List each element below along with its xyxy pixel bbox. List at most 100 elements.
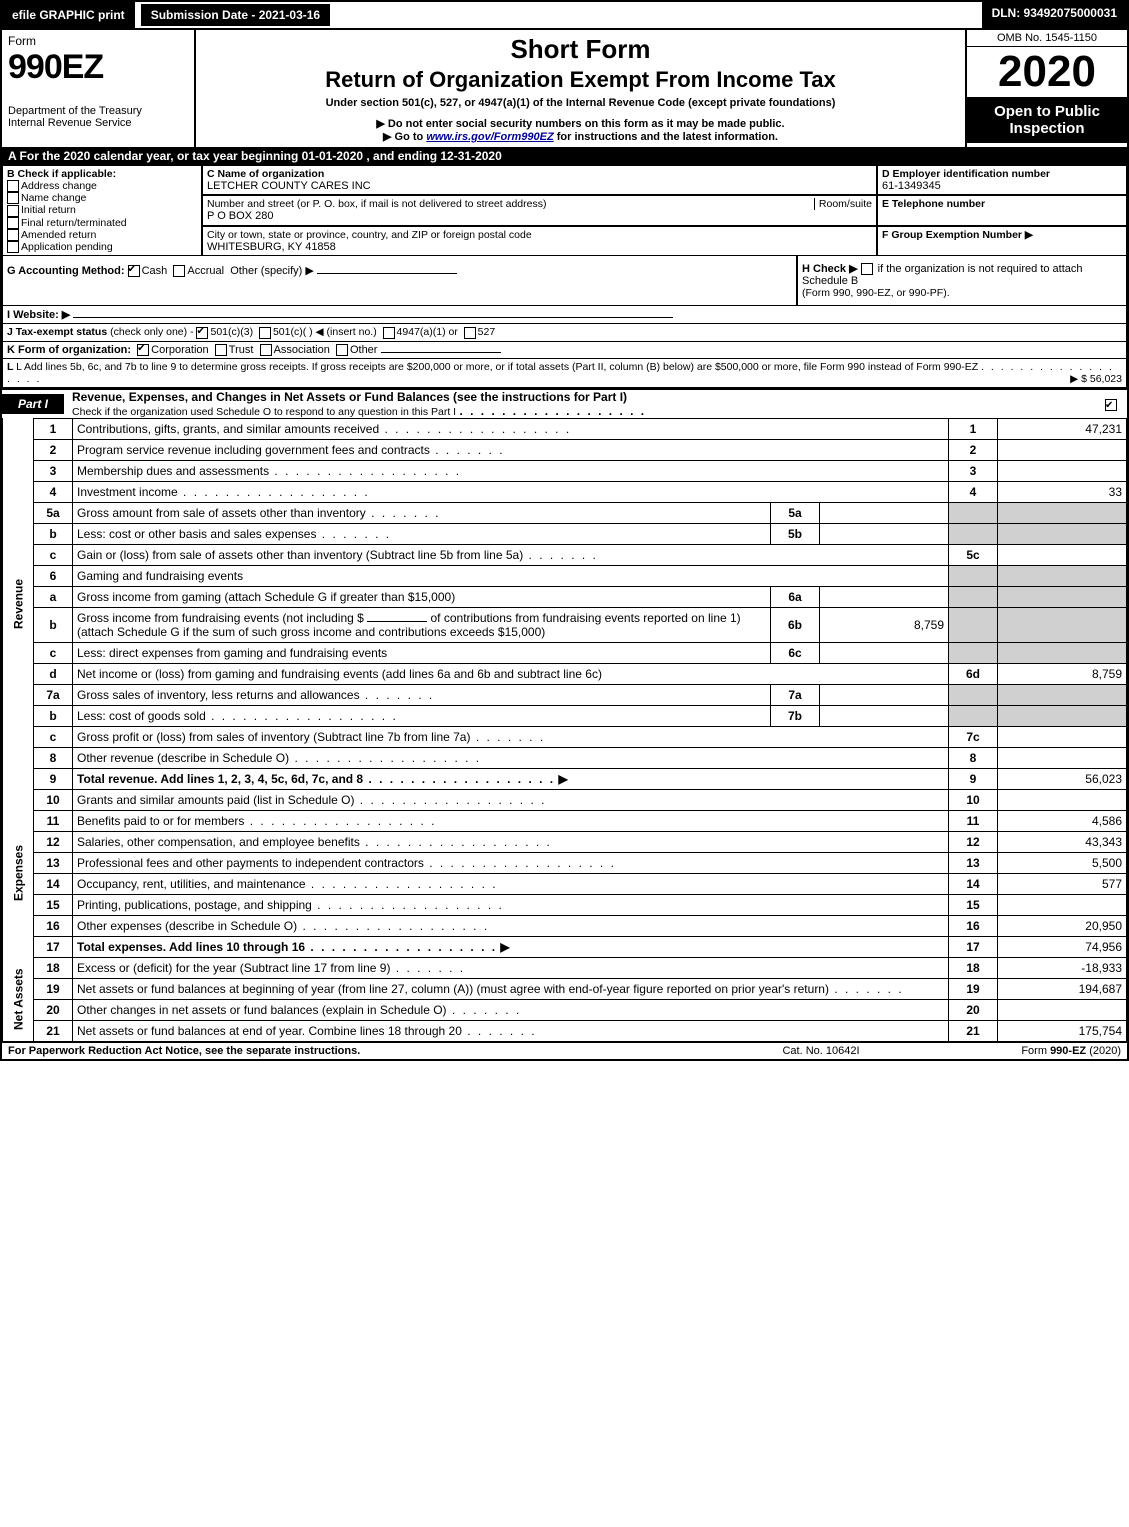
chk-assoc[interactable] bbox=[260, 344, 272, 356]
n: 5a bbox=[34, 502, 73, 523]
n: 17 bbox=[34, 936, 73, 957]
line-12: 12Salaries, other compensation, and empl… bbox=[3, 831, 1127, 852]
contrib-input[interactable] bbox=[367, 621, 427, 622]
line-21: 21Net assets or fund balances at end of … bbox=[3, 1020, 1127, 1041]
other-specify-input[interactable] bbox=[317, 273, 457, 274]
lbl-amended: Amended return bbox=[21, 229, 96, 241]
line-10: Expenses 10 Grants and similar amounts p… bbox=[3, 789, 1127, 810]
box-l-text: L Add lines 5b, 6c, and 7b to line 9 to … bbox=[16, 361, 978, 373]
d: Salaries, other compensation, and employ… bbox=[77, 835, 360, 849]
d: Contributions, gifts, grants, and simila… bbox=[77, 422, 379, 436]
n: b bbox=[34, 705, 73, 726]
goto-line: ▶ Go to www.irs.gov/Form990EZ for instru… bbox=[206, 130, 955, 143]
chk-initial[interactable] bbox=[7, 205, 19, 217]
v: 43,343 bbox=[998, 831, 1127, 852]
gray-cell bbox=[998, 586, 1127, 607]
gray-cell bbox=[998, 607, 1127, 642]
chk-corp[interactable] bbox=[137, 344, 149, 356]
box-l-amount: ▶ $ 56,023 bbox=[1070, 373, 1122, 385]
dots bbox=[289, 751, 481, 765]
d: Grants and similar amounts paid (list in… bbox=[77, 793, 354, 807]
v: 175,754 bbox=[998, 1020, 1127, 1041]
chk-accrual[interactable] bbox=[173, 265, 185, 277]
lbl-final: Final return/terminated bbox=[21, 217, 127, 229]
header-left: Form 990EZ Department of the Treasury In… bbox=[2, 30, 196, 147]
d1: Gross income from fundraising events (no… bbox=[77, 611, 364, 625]
other-org-input[interactable] bbox=[381, 352, 501, 353]
chk-4947[interactable] bbox=[383, 327, 395, 339]
n: 9 bbox=[34, 768, 73, 789]
chk-cash[interactable] bbox=[128, 265, 140, 277]
d: Net assets or fund balances at beginning… bbox=[77, 982, 829, 996]
sv bbox=[820, 705, 949, 726]
chk-addr-change[interactable] bbox=[7, 180, 19, 192]
col-2: 2 bbox=[949, 439, 998, 460]
sc: 6c bbox=[771, 642, 820, 663]
chk-amended[interactable] bbox=[7, 229, 19, 241]
v: 47,231 bbox=[998, 418, 1127, 439]
dots bbox=[244, 814, 436, 828]
line-7b: b Less: cost of goods sold 7b bbox=[3, 705, 1127, 726]
lbl-other-org: Other bbox=[350, 344, 378, 356]
line-4: 4 Investment income 433 bbox=[3, 481, 1127, 502]
lbl-other: Other (specify) ▶ bbox=[230, 265, 314, 277]
v: 4,586 bbox=[998, 810, 1127, 831]
col-20: 20 bbox=[949, 999, 998, 1020]
n: c bbox=[34, 726, 73, 747]
vlabel-expenses: Expenses bbox=[3, 789, 34, 957]
chk-h[interactable] bbox=[861, 263, 873, 275]
chk-pending[interactable] bbox=[7, 241, 19, 253]
v bbox=[998, 439, 1127, 460]
v: 20,950 bbox=[998, 915, 1127, 936]
chk-final[interactable] bbox=[7, 217, 19, 229]
chk-501c[interactable] bbox=[259, 327, 271, 339]
n: 8 bbox=[34, 747, 73, 768]
website-input[interactable] bbox=[73, 317, 673, 318]
box-h-sub: (Form 990, 990-EZ, or 990-PF). bbox=[802, 287, 1122, 299]
n: 6 bbox=[34, 565, 73, 586]
n: c bbox=[34, 544, 73, 565]
box-j-note: (check only one) - bbox=[110, 326, 193, 338]
dots bbox=[312, 898, 504, 912]
box-c-city: City or town, state or province, country… bbox=[202, 226, 877, 256]
efile-print-button[interactable]: efile GRAPHIC print bbox=[2, 2, 135, 28]
vlabel-revenue: Revenue bbox=[3, 418, 34, 789]
v: 74,956 bbox=[998, 936, 1127, 957]
gray-cell bbox=[998, 565, 1127, 586]
col-6d: 6d bbox=[949, 663, 998, 684]
lbl-addr-change: Address change bbox=[21, 180, 97, 192]
n: 18 bbox=[34, 957, 73, 978]
chk-527[interactable] bbox=[464, 327, 476, 339]
part1-label: Part I bbox=[2, 394, 64, 414]
box-f-label: F Group Exemption Number ▶ bbox=[882, 229, 1122, 241]
goto-suffix: for instructions and the latest informat… bbox=[557, 131, 778, 143]
d: Gaming and fundraising events bbox=[73, 565, 949, 586]
sc: 6b bbox=[771, 607, 820, 642]
v: -18,933 bbox=[998, 957, 1127, 978]
chk-trust[interactable] bbox=[215, 344, 227, 356]
chk-name-change[interactable] bbox=[7, 192, 19, 204]
box-c-name: C Name of organization LETCHER COUNTY CA… bbox=[202, 165, 877, 195]
dots bbox=[178, 485, 370, 499]
v: 33 bbox=[998, 481, 1127, 502]
part1-header: Part I Revenue, Expenses, and Changes in… bbox=[2, 388, 1127, 418]
irs-link[interactable]: www.irs.gov/Form990EZ bbox=[426, 131, 553, 143]
n: d bbox=[34, 663, 73, 684]
dots bbox=[306, 877, 498, 891]
sv: 8,759 bbox=[820, 607, 949, 642]
n: 3 bbox=[34, 460, 73, 481]
n: 19 bbox=[34, 978, 73, 999]
line-17: 17Total expenses. Add lines 10 through 1… bbox=[3, 936, 1127, 957]
col-14: 14 bbox=[949, 873, 998, 894]
col-3: 3 bbox=[949, 460, 998, 481]
ein: 61-1349345 bbox=[882, 180, 1122, 192]
line-2: 2 Program service revenue including gove… bbox=[3, 439, 1127, 460]
chk-schedule-o[interactable] bbox=[1105, 399, 1117, 411]
gray-cell bbox=[949, 607, 998, 642]
d: Gross income from gaming (attach Schedul… bbox=[73, 586, 771, 607]
dots bbox=[424, 856, 616, 870]
chk-other[interactable] bbox=[336, 344, 348, 356]
chk-501c3[interactable] bbox=[196, 327, 208, 339]
lbl-pending: Application pending bbox=[21, 241, 113, 253]
box-h: H Check ▶ if the organization is not req… bbox=[797, 256, 1127, 306]
